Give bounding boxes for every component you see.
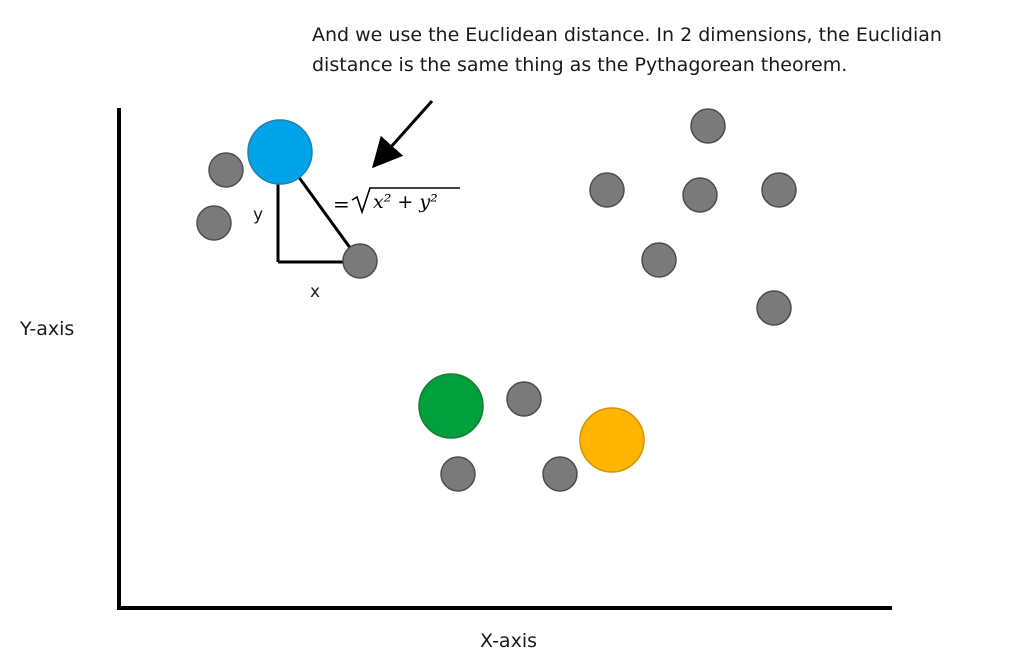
gray-point [506, 381, 542, 417]
gray-point [342, 243, 378, 279]
triangle-y-label: y [253, 205, 264, 225]
gray-point [208, 152, 244, 188]
gray-point [756, 290, 792, 326]
gray-point [761, 172, 797, 208]
triangle-x-label: x [310, 282, 321, 302]
query-point-blue [247, 119, 313, 185]
gray-point [682, 177, 718, 213]
caption-line-2: distance is the same thing as the Pythag… [312, 54, 848, 76]
triangle-hypotenuse [296, 175, 358, 257]
formula-radicand: x² + y² [373, 191, 438, 213]
gray-point [641, 242, 677, 278]
class-point-orange [579, 407, 645, 473]
gray-point [589, 172, 625, 208]
caption-text: And we use the Euclidean distance. In 2 … [312, 20, 1012, 80]
gray-point [542, 456, 578, 492]
gray-point [196, 205, 232, 241]
sqrt-sign [351, 187, 460, 215]
gray-points [196, 108, 797, 492]
gray-point [440, 456, 476, 492]
caption-line-1: And we use the Euclidean distance. In 2 … [312, 24, 942, 46]
class-point-green [418, 373, 484, 439]
x-axis-label: X-axis [480, 630, 537, 652]
y-axis-label: Y-axis [20, 318, 75, 340]
formula-equals: = [333, 192, 350, 216]
gray-point [690, 108, 726, 144]
pointer-arrow [372, 100, 434, 169]
